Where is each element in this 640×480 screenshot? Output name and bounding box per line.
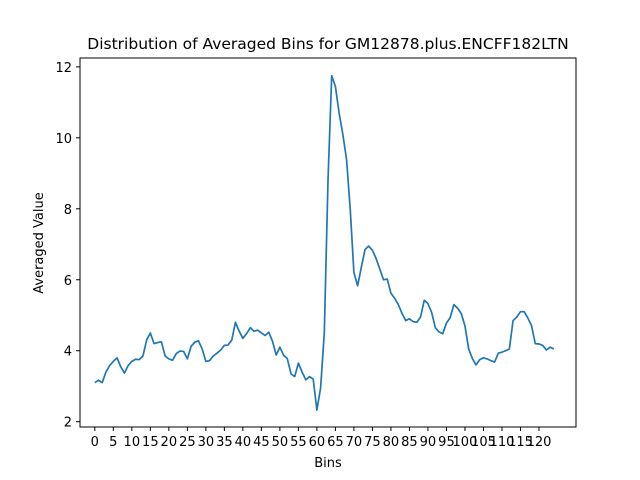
y-tick-label: 4 [64, 345, 72, 360]
x-tick-label: 15 [142, 435, 159, 450]
plot-area [79, 57, 577, 428]
x-tick-label: 0 [91, 435, 99, 450]
x-tick-label: 60 [309, 435, 326, 450]
x-tick-label: 35 [216, 435, 233, 450]
chart-title: Distribution of Averaged Bins for GM1287… [87, 35, 568, 53]
x-tick-label: 120 [527, 435, 552, 450]
y-axis-label: Averaged Value [32, 192, 47, 293]
x-tick-label: 95 [438, 435, 455, 450]
y-axis: 2 4 6 8 10 12 [55, 61, 80, 431]
x-tick-label: 25 [179, 435, 196, 450]
x-tick-label: 100 [453, 435, 478, 450]
y-tick-label: 2 [64, 416, 72, 431]
x-tick-label: 90 [420, 435, 437, 450]
x-tick-label: 20 [161, 435, 178, 450]
y-tick-label: 12 [55, 61, 72, 76]
series-line-0 [94, 74, 555, 411]
x-tick-label: 45 [253, 435, 270, 450]
x-tick-label: 110 [490, 435, 515, 450]
x-axis-label: Bins [314, 456, 342, 471]
x-tick-label: 10 [124, 435, 141, 450]
x-tick-label: 80 [383, 435, 400, 450]
x-tick-label: 5 [109, 435, 117, 450]
x-tick-label: 75 [364, 435, 381, 450]
x-tick-label: 40 [235, 435, 252, 450]
y-tick-label: 6 [64, 274, 72, 289]
x-tick-label: 50 [272, 435, 289, 450]
x-tick-label: 65 [327, 435, 344, 450]
y-tick-label: 8 [64, 203, 72, 218]
x-tick-label: 105 [471, 435, 496, 450]
x-tick-label: 70 [346, 435, 363, 450]
x-tick-label: 30 [198, 435, 215, 450]
x-tick-label: 85 [401, 435, 418, 450]
x-tick-label: 55 [290, 435, 307, 450]
x-axis: 0 5 10 15 20 25 30 35 40 45 50 55 60 65 70 75 80 85 90 9510… [91, 427, 552, 450]
plot-frame [79, 57, 577, 428]
x-tick-label: 115 [508, 435, 533, 450]
y-tick-label: 10 [55, 132, 72, 147]
